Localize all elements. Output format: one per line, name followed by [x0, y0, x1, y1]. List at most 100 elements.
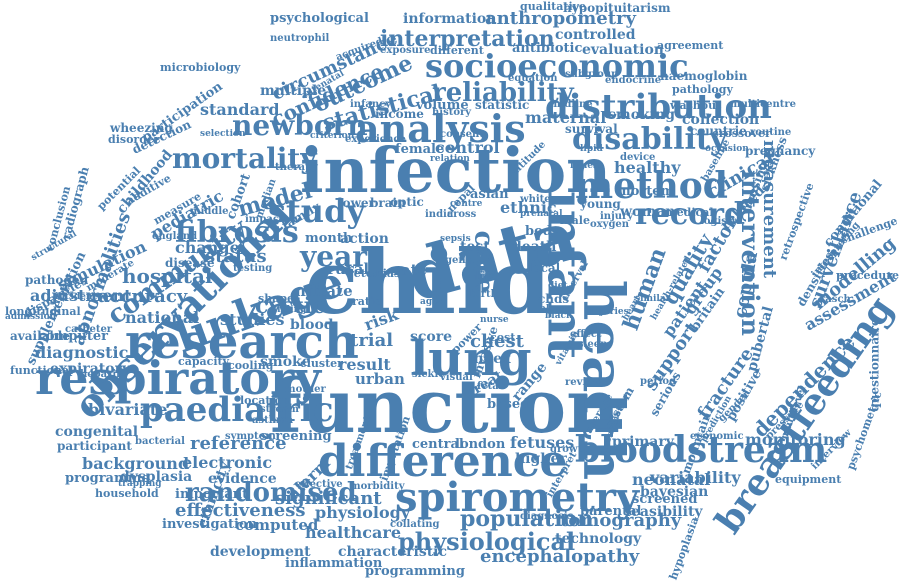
word-smoke: smoke	[260, 354, 311, 370]
word-standard: standard	[200, 100, 280, 119]
word-evidence: evidence	[208, 471, 277, 487]
word-pathogen: pathogen	[25, 273, 89, 287]
word-month: month	[305, 231, 353, 246]
word-bias: bias	[375, 267, 401, 280]
word-asthma: asthma	[252, 415, 294, 426]
word-london: london	[455, 437, 506, 452]
word-retest: retest	[348, 267, 385, 280]
word-alspac: alspac	[540, 304, 572, 314]
word-statistic: statistic	[475, 98, 530, 112]
word-picu: picu	[475, 271, 500, 282]
word-interpretation: interpretation	[380, 26, 555, 52]
word-procedure: procedure	[836, 269, 900, 282]
word-admission: admission	[5, 312, 57, 322]
word-nitrate: nitrate	[295, 282, 353, 300]
word-analysis: analysis	[355, 106, 526, 151]
word-testing: testing	[233, 263, 273, 274]
word-development: development	[210, 544, 311, 560]
word-bloodstream: bloodstream	[575, 429, 828, 471]
word-sepsis: sepsis	[440, 234, 471, 244]
word-parental: parental	[580, 504, 642, 519]
word-index: index	[468, 351, 511, 367]
word-feasibility: feasibility	[625, 504, 703, 520]
word-fetal: fetal	[477, 381, 503, 392]
word-status: status	[205, 246, 267, 267]
word-agreement: agreement	[657, 39, 724, 52]
word-encephalopathy: encephalopathy	[480, 546, 640, 567]
word-endocrine: endocrine	[605, 75, 662, 86]
word-sibling: sibling	[272, 305, 307, 315]
word-lower: lower	[338, 196, 375, 210]
word-mortem: mortem	[617, 184, 675, 199]
word-screening: screening	[260, 429, 332, 444]
word-child: child	[305, 230, 551, 334]
word-female: female	[395, 142, 445, 157]
word-test: test	[460, 239, 490, 255]
word-oxygen: oxygen	[590, 219, 630, 230]
word-trapping: trapping	[118, 479, 162, 489]
word-chds: chds	[538, 292, 570, 306]
word-experience: experience	[345, 134, 406, 145]
word-criterion: criterion	[310, 131, 355, 141]
word-consent: consent	[440, 129, 484, 140]
word-occasion: occasion	[705, 144, 749, 154]
word-income: income	[375, 107, 424, 121]
word-neonatal: neonatal	[632, 470, 711, 489]
word-anthropometry: anthropometry	[485, 8, 636, 29]
word-crossover: crossover	[712, 127, 771, 140]
word-background: background	[82, 454, 190, 473]
word-chest: chest	[470, 331, 524, 352]
word-sickle: sickle	[412, 369, 445, 380]
word-study: study	[268, 192, 366, 230]
word-selection: selection	[200, 129, 246, 139]
word-adjustment: adjustment	[30, 286, 132, 305]
word-studies: studies	[220, 310, 285, 329]
word-computed: computed	[235, 516, 319, 534]
word-injuries: injuries	[590, 307, 629, 317]
word-reliability: reliability	[432, 78, 574, 108]
word-catheter: catheter	[65, 324, 113, 335]
word-bacterial: bacterial	[135, 436, 185, 447]
word-significant: significant	[275, 488, 382, 509]
word-logistic: logistic	[700, 216, 742, 227]
word-heparin: heparin	[80, 369, 124, 380]
word-equation: equation	[508, 73, 558, 84]
word-fitness: fitness	[570, 161, 604, 171]
word-urban: urban	[355, 370, 405, 388]
word-investigation: investigation	[162, 517, 258, 532]
word-period: period	[640, 376, 677, 387]
word-score: score	[410, 329, 453, 345]
word-primary: primary	[612, 434, 674, 450]
word-countrie: countrie	[690, 124, 747, 138]
word-computer: computer	[38, 329, 109, 344]
word-expiratory: expiratory	[50, 361, 131, 377]
word-therapy: therapy	[275, 162, 318, 173]
word-congenital: congenital	[55, 424, 139, 440]
word-medical: medical	[665, 206, 714, 219]
word-retrospective: retrospective	[776, 181, 817, 263]
word-psychological: psychological	[270, 11, 369, 26]
word-subgroup: subgroup	[565, 69, 619, 80]
word-incidence: incidence	[55, 292, 104, 302]
word-population: population	[460, 506, 594, 532]
word-cystic: cystic	[255, 293, 326, 319]
word-maternal: maternal	[525, 108, 607, 127]
word-cost: cost	[490, 331, 516, 344]
word-microbiology: microbiology	[160, 61, 241, 74]
word-young: young	[580, 197, 621, 211]
word-national: national	[125, 308, 200, 327]
word-rate: rate	[393, 261, 428, 279]
word-survival: survival	[565, 122, 618, 136]
word-similar: similar	[635, 294, 671, 304]
word-technology: technology	[555, 531, 642, 547]
word-diet: diet	[548, 281, 568, 291]
word-collating: collating	[390, 519, 440, 530]
word-socioeconomic: socioeconomic	[425, 47, 689, 85]
word-visual: visual	[440, 372, 473, 383]
word-centre: centre	[450, 199, 483, 209]
word-sleep: sleep	[578, 339, 608, 350]
word-variability: variability	[650, 468, 741, 487]
word-ratio: ratio	[352, 295, 382, 308]
word-characteristic: characteristic	[338, 544, 448, 560]
word-based: based	[487, 397, 530, 412]
